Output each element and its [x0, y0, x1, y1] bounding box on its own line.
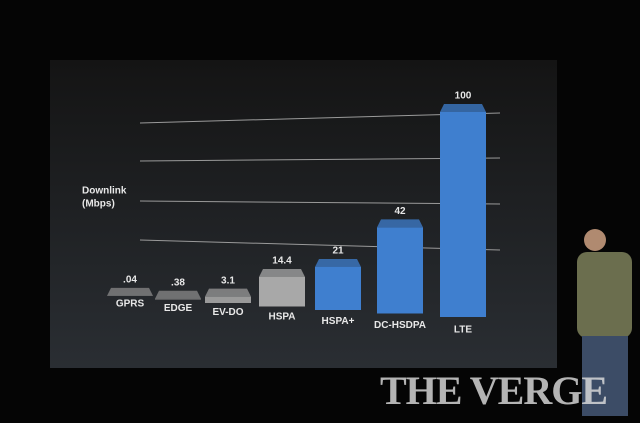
bar-top: [155, 290, 201, 299]
bar: [440, 112, 486, 317]
value-label: 42: [394, 206, 406, 217]
bar-top: [259, 268, 305, 277]
bar: [315, 266, 361, 310]
bar-top: [315, 258, 361, 267]
bar: [377, 227, 423, 314]
x-tick-label: GPRS: [116, 299, 145, 310]
bar-top: [107, 287, 153, 296]
bar-top: [377, 219, 423, 228]
value-label: 21: [332, 246, 344, 257]
watermark: THE VERGE: [380, 368, 607, 413]
bar-top: [440, 104, 486, 112]
x-tick-label: HSPA: [268, 312, 295, 323]
bar: [259, 276, 305, 307]
value-label: .04: [123, 275, 137, 286]
x-tick-label: HSPA+: [322, 316, 355, 327]
bar: [155, 298, 201, 300]
value-label: 100: [455, 91, 472, 102]
bar: [205, 296, 251, 303]
presenter: [577, 229, 632, 416]
x-tick-label: DC-HSDPA: [374, 320, 426, 331]
value-label: 3.1: [221, 275, 235, 286]
value-label: .38: [171, 277, 185, 288]
value-label: 14.4: [272, 256, 292, 267]
x-tick-label: EDGE: [164, 303, 193, 314]
x-tick-label: LTE: [454, 324, 472, 335]
axis-label: (Mbps): [82, 199, 115, 210]
axis-label: Downlink: [82, 186, 127, 197]
bar-top: [205, 288, 251, 297]
x-tick-label: EV-DO: [212, 307, 243, 318]
